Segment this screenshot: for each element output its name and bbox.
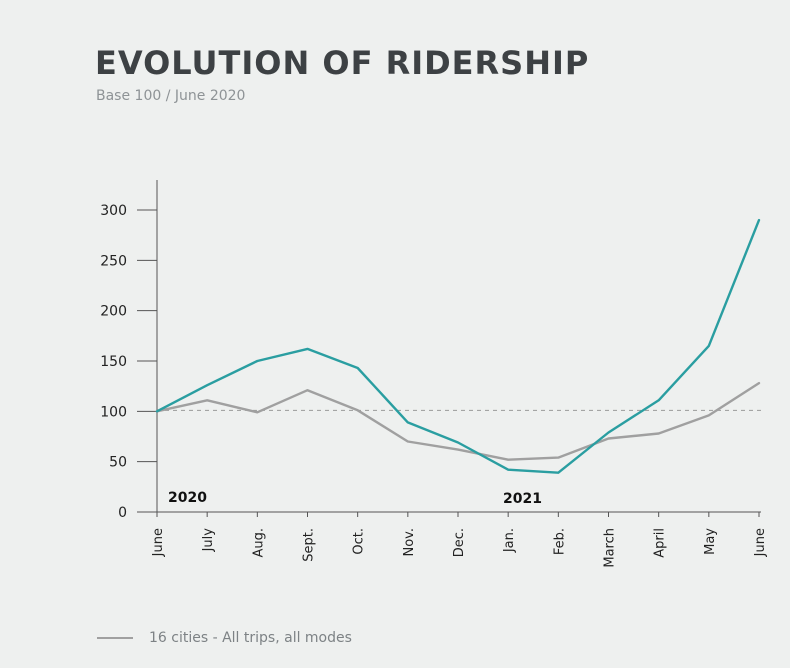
ridership-line-chart: 0 50 100 150 200 250 300 June July Aug. Sept. Oct. N… — [100, 180, 768, 568]
x-tick-label: June — [151, 528, 166, 557]
x-tick-label: Nov. — [402, 528, 417, 557]
legend-label: 16 cities - All trips, all modes — [149, 630, 352, 646]
chart-subtitle: Base 100 / June 2020 — [96, 88, 246, 104]
legend: 16 cities - All trips, all modes — [97, 630, 352, 646]
legend-swatch-gray — [97, 637, 133, 639]
y-tick-label: 0 — [118, 505, 127, 521]
x-tick-label: March — [603, 528, 618, 568]
x-tick-label: July — [201, 528, 216, 553]
y-tick-label: 200 — [100, 304, 127, 320]
y-tick-label: 150 — [100, 354, 127, 370]
x-tick-label: Jan. — [502, 528, 517, 553]
y-tick-label: 100 — [100, 404, 127, 420]
y-tick-label: 300 — [100, 203, 127, 219]
y-tick-label: 50 — [109, 455, 127, 471]
x-tick-label: May — [703, 528, 718, 555]
x-tick-label: Oct. — [352, 528, 367, 555]
series-line-gray — [155, 381, 761, 461]
x-tick-label: Dec. — [452, 528, 467, 557]
x-tick-label: Aug. — [251, 528, 266, 558]
x-tick-label: June — [753, 528, 768, 557]
y-tick-label: 250 — [100, 253, 127, 269]
chart-title: EVOLUTION OF RIDERSHIP — [95, 44, 590, 82]
year-label-2021: 2021 — [503, 491, 542, 507]
x-tick-label: Feb. — [552, 528, 567, 555]
series-line-teal — [155, 218, 761, 474]
year-label-2020: 2020 — [168, 490, 207, 506]
x-tick-label: April — [653, 528, 668, 558]
x-tick-label: Sept. — [302, 528, 317, 562]
